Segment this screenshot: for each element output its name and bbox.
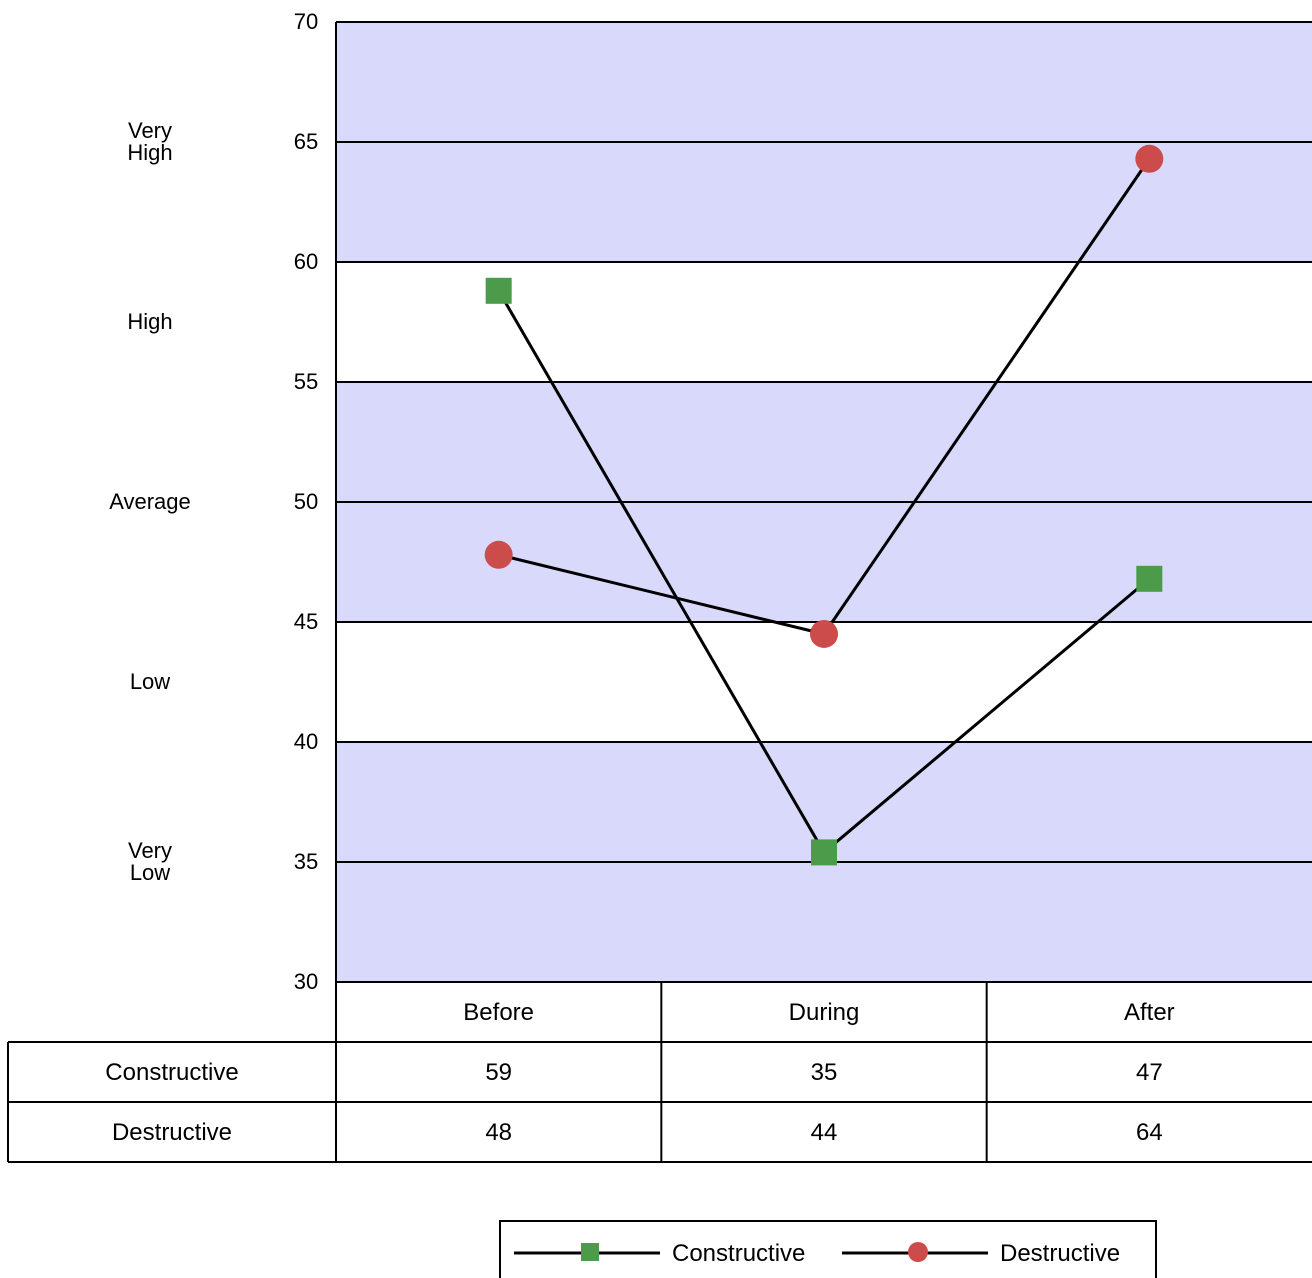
table-value: 35 bbox=[811, 1059, 838, 1086]
y-tick-label: 30 bbox=[294, 969, 318, 994]
legend-box bbox=[499, 1220, 1157, 1278]
y-tick-label: 55 bbox=[294, 369, 318, 394]
y-tick-label: 45 bbox=[294, 609, 318, 634]
marker-constructive bbox=[811, 839, 837, 866]
data-table: Before During After Constructive 59 35 47 Destr… bbox=[7, 981, 1312, 1163]
marker-destructive bbox=[1135, 144, 1164, 173]
band-label: Very Low bbox=[128, 838, 172, 885]
table-series-name: Constructive bbox=[105, 1059, 238, 1086]
marker-constructive bbox=[1136, 565, 1163, 592]
category-label: Before bbox=[463, 999, 534, 1026]
band-label: Very High bbox=[127, 118, 172, 165]
marker-constructive bbox=[485, 277, 512, 304]
band-label: Average bbox=[109, 489, 191, 514]
band-labels: Very High High Average Low Very Low bbox=[109, 118, 191, 885]
y-tick-label: 40 bbox=[294, 729, 318, 754]
legend-marker-constructive bbox=[581, 1243, 599, 1261]
y-tick-label: 50 bbox=[294, 489, 318, 514]
y-axis-tick-labels: 30 35 40 45 50 55 60 65 70 bbox=[294, 9, 318, 994]
legend-marker-destructive bbox=[908, 1242, 928, 1262]
marker-destructive bbox=[810, 620, 838, 648]
legend-label: Destructive bbox=[1000, 1240, 1120, 1267]
y-tick-label: 35 bbox=[294, 849, 318, 874]
legend-label: Constructive bbox=[672, 1240, 805, 1267]
table-series-name: Destructive bbox=[112, 1119, 232, 1146]
series-markers bbox=[484, 144, 1164, 866]
table-value: 44 bbox=[811, 1119, 838, 1146]
category-label: After bbox=[1124, 999, 1175, 1026]
y-tick-label: 70 bbox=[294, 9, 318, 34]
y-tick-label: 65 bbox=[294, 129, 318, 154]
marker-destructive bbox=[484, 540, 513, 569]
category-label: During bbox=[789, 999, 860, 1026]
band-label: Low bbox=[130, 669, 170, 694]
y-tick-label: 60 bbox=[294, 249, 318, 274]
table-value: 64 bbox=[1136, 1119, 1163, 1146]
legend: Constructive Destructive bbox=[499, 1220, 1157, 1278]
band-label: High bbox=[127, 309, 172, 334]
table-value: 59 bbox=[485, 1059, 512, 1086]
table-value: 47 bbox=[1136, 1059, 1163, 1086]
table-value: 48 bbox=[485, 1119, 512, 1146]
